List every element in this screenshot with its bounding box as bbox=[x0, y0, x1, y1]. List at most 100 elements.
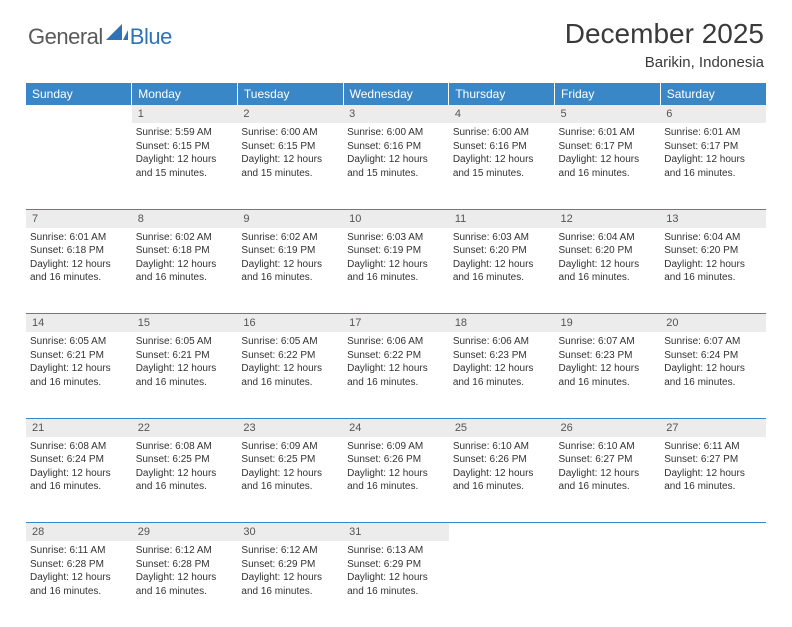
sunrise-line: Sunrise: 6:12 AM bbox=[136, 544, 234, 558]
day-number: 30 bbox=[237, 523, 343, 542]
day-number: 26 bbox=[555, 418, 661, 437]
sunrise-line: Sunrise: 6:11 AM bbox=[664, 440, 762, 454]
logo-text-blue: Blue bbox=[130, 24, 172, 50]
sunset-line: Sunset: 6:17 PM bbox=[559, 140, 657, 154]
day-cell-body: Sunrise: 6:00 AMSunset: 6:16 PMDaylight:… bbox=[449, 123, 555, 183]
daylight-line: Daylight: 12 hours and 15 minutes. bbox=[347, 153, 445, 180]
day-number: 4 bbox=[449, 105, 555, 123]
day-cell-body: Sunrise: 6:01 AMSunset: 6:17 PMDaylight:… bbox=[555, 123, 661, 183]
day-number: 17 bbox=[343, 314, 449, 333]
page-title: December 2025 bbox=[565, 18, 764, 50]
daylight-line: Daylight: 12 hours and 16 minutes. bbox=[347, 258, 445, 285]
sunset-line: Sunset: 6:16 PM bbox=[453, 140, 551, 154]
day-cell: Sunrise: 5:59 AMSunset: 6:15 PMDaylight:… bbox=[132, 123, 238, 209]
sunset-line: Sunset: 6:26 PM bbox=[453, 453, 551, 467]
day-cell-body: Sunrise: 6:03 AMSunset: 6:19 PMDaylight:… bbox=[343, 228, 449, 288]
day-cell-body: Sunrise: 5:59 AMSunset: 6:15 PMDaylight:… bbox=[132, 123, 238, 183]
daylight-line: Daylight: 12 hours and 16 minutes. bbox=[241, 467, 339, 494]
daylight-line: Daylight: 12 hours and 16 minutes. bbox=[241, 571, 339, 598]
day-cell: Sunrise: 6:05 AMSunset: 6:22 PMDaylight:… bbox=[237, 332, 343, 418]
daylight-line: Daylight: 12 hours and 16 minutes. bbox=[664, 467, 762, 494]
day-cell: Sunrise: 6:12 AMSunset: 6:29 PMDaylight:… bbox=[237, 541, 343, 627]
weekday-header: Tuesday bbox=[237, 83, 343, 105]
calendar-table: Sunday Monday Tuesday Wednesday Thursday… bbox=[26, 83, 766, 627]
day-cell: Sunrise: 6:03 AMSunset: 6:19 PMDaylight:… bbox=[343, 228, 449, 314]
day-number: 13 bbox=[660, 209, 766, 228]
sunrise-line: Sunrise: 6:07 AM bbox=[664, 335, 762, 349]
day-cell-body: Sunrise: 6:01 AMSunset: 6:18 PMDaylight:… bbox=[26, 228, 132, 288]
sunrise-line: Sunrise: 6:10 AM bbox=[559, 440, 657, 454]
daylight-line: Daylight: 12 hours and 16 minutes. bbox=[664, 362, 762, 389]
day-cell: Sunrise: 6:06 AMSunset: 6:22 PMDaylight:… bbox=[343, 332, 449, 418]
day-number: 1 bbox=[132, 105, 238, 123]
day-cell-body: Sunrise: 6:10 AMSunset: 6:27 PMDaylight:… bbox=[555, 437, 661, 497]
sunset-line: Sunset: 6:23 PM bbox=[453, 349, 551, 363]
daylight-line: Daylight: 12 hours and 16 minutes. bbox=[30, 362, 128, 389]
sunrise-line: Sunrise: 6:06 AM bbox=[347, 335, 445, 349]
day-cell-body: Sunrise: 6:09 AMSunset: 6:25 PMDaylight:… bbox=[237, 437, 343, 497]
day-number: 14 bbox=[26, 314, 132, 333]
day-cell: Sunrise: 6:05 AMSunset: 6:21 PMDaylight:… bbox=[26, 332, 132, 418]
day-number-row: 21222324252627 bbox=[26, 418, 766, 437]
day-cell-body: Sunrise: 6:12 AMSunset: 6:29 PMDaylight:… bbox=[237, 541, 343, 601]
day-number: 23 bbox=[237, 418, 343, 437]
weekday-header: Sunday bbox=[26, 83, 132, 105]
sunset-line: Sunset: 6:19 PM bbox=[241, 244, 339, 258]
day-cell-body: Sunrise: 6:05 AMSunset: 6:21 PMDaylight:… bbox=[26, 332, 132, 392]
day-cell: Sunrise: 6:04 AMSunset: 6:20 PMDaylight:… bbox=[660, 228, 766, 314]
sunset-line: Sunset: 6:17 PM bbox=[664, 140, 762, 154]
daylight-line: Daylight: 12 hours and 16 minutes. bbox=[453, 362, 551, 389]
day-number: 16 bbox=[237, 314, 343, 333]
daylight-line: Daylight: 12 hours and 16 minutes. bbox=[136, 258, 234, 285]
day-number-row: 78910111213 bbox=[26, 209, 766, 228]
sunrise-line: Sunrise: 5:59 AM bbox=[136, 126, 234, 140]
day-cell: Sunrise: 6:10 AMSunset: 6:26 PMDaylight:… bbox=[449, 437, 555, 523]
day-cell-body: Sunrise: 6:04 AMSunset: 6:20 PMDaylight:… bbox=[555, 228, 661, 288]
day-cell: Sunrise: 6:00 AMSunset: 6:16 PMDaylight:… bbox=[343, 123, 449, 209]
sunrise-line: Sunrise: 6:04 AM bbox=[664, 231, 762, 245]
logo: General Blue bbox=[28, 24, 172, 50]
day-cell bbox=[555, 541, 661, 627]
day-cell-body: Sunrise: 6:02 AMSunset: 6:18 PMDaylight:… bbox=[132, 228, 238, 288]
day-cell: Sunrise: 6:07 AMSunset: 6:24 PMDaylight:… bbox=[660, 332, 766, 418]
sunrise-line: Sunrise: 6:03 AM bbox=[453, 231, 551, 245]
day-number: 31 bbox=[343, 523, 449, 542]
sunrise-line: Sunrise: 6:05 AM bbox=[136, 335, 234, 349]
sunrise-line: Sunrise: 6:02 AM bbox=[136, 231, 234, 245]
day-content-row: Sunrise: 5:59 AMSunset: 6:15 PMDaylight:… bbox=[26, 123, 766, 209]
day-number: 9 bbox=[237, 209, 343, 228]
daylight-line: Daylight: 12 hours and 16 minutes. bbox=[30, 467, 128, 494]
sunrise-line: Sunrise: 6:12 AM bbox=[241, 544, 339, 558]
sunset-line: Sunset: 6:24 PM bbox=[30, 453, 128, 467]
daylight-line: Daylight: 12 hours and 15 minutes. bbox=[453, 153, 551, 180]
daylight-line: Daylight: 12 hours and 16 minutes. bbox=[136, 362, 234, 389]
sunset-line: Sunset: 6:21 PM bbox=[136, 349, 234, 363]
day-content-row: Sunrise: 6:11 AMSunset: 6:28 PMDaylight:… bbox=[26, 541, 766, 627]
day-cell-body: Sunrise: 6:02 AMSunset: 6:19 PMDaylight:… bbox=[237, 228, 343, 288]
day-number: 25 bbox=[449, 418, 555, 437]
day-number bbox=[26, 105, 132, 123]
day-cell: Sunrise: 6:04 AMSunset: 6:20 PMDaylight:… bbox=[555, 228, 661, 314]
sunset-line: Sunset: 6:21 PM bbox=[30, 349, 128, 363]
day-number: 3 bbox=[343, 105, 449, 123]
header: General Blue December 2025 Barikin, Indo… bbox=[0, 0, 792, 77]
day-number bbox=[660, 523, 766, 542]
sunset-line: Sunset: 6:26 PM bbox=[347, 453, 445, 467]
daylight-line: Daylight: 12 hours and 16 minutes. bbox=[30, 258, 128, 285]
sunset-line: Sunset: 6:20 PM bbox=[559, 244, 657, 258]
day-cell: Sunrise: 6:00 AMSunset: 6:16 PMDaylight:… bbox=[449, 123, 555, 209]
day-cell: Sunrise: 6:01 AMSunset: 6:17 PMDaylight:… bbox=[555, 123, 661, 209]
day-cell: Sunrise: 6:01 AMSunset: 6:17 PMDaylight:… bbox=[660, 123, 766, 209]
day-number: 18 bbox=[449, 314, 555, 333]
day-cell: Sunrise: 6:11 AMSunset: 6:28 PMDaylight:… bbox=[26, 541, 132, 627]
day-number: 12 bbox=[555, 209, 661, 228]
daylight-line: Daylight: 12 hours and 16 minutes. bbox=[347, 571, 445, 598]
daylight-line: Daylight: 12 hours and 16 minutes. bbox=[347, 467, 445, 494]
day-number: 27 bbox=[660, 418, 766, 437]
location-label: Barikin, Indonesia bbox=[565, 54, 764, 71]
sunrise-line: Sunrise: 6:05 AM bbox=[30, 335, 128, 349]
sunset-line: Sunset: 6:22 PM bbox=[241, 349, 339, 363]
day-cell bbox=[449, 541, 555, 627]
sunset-line: Sunset: 6:18 PM bbox=[30, 244, 128, 258]
daylight-line: Daylight: 12 hours and 16 minutes. bbox=[559, 467, 657, 494]
